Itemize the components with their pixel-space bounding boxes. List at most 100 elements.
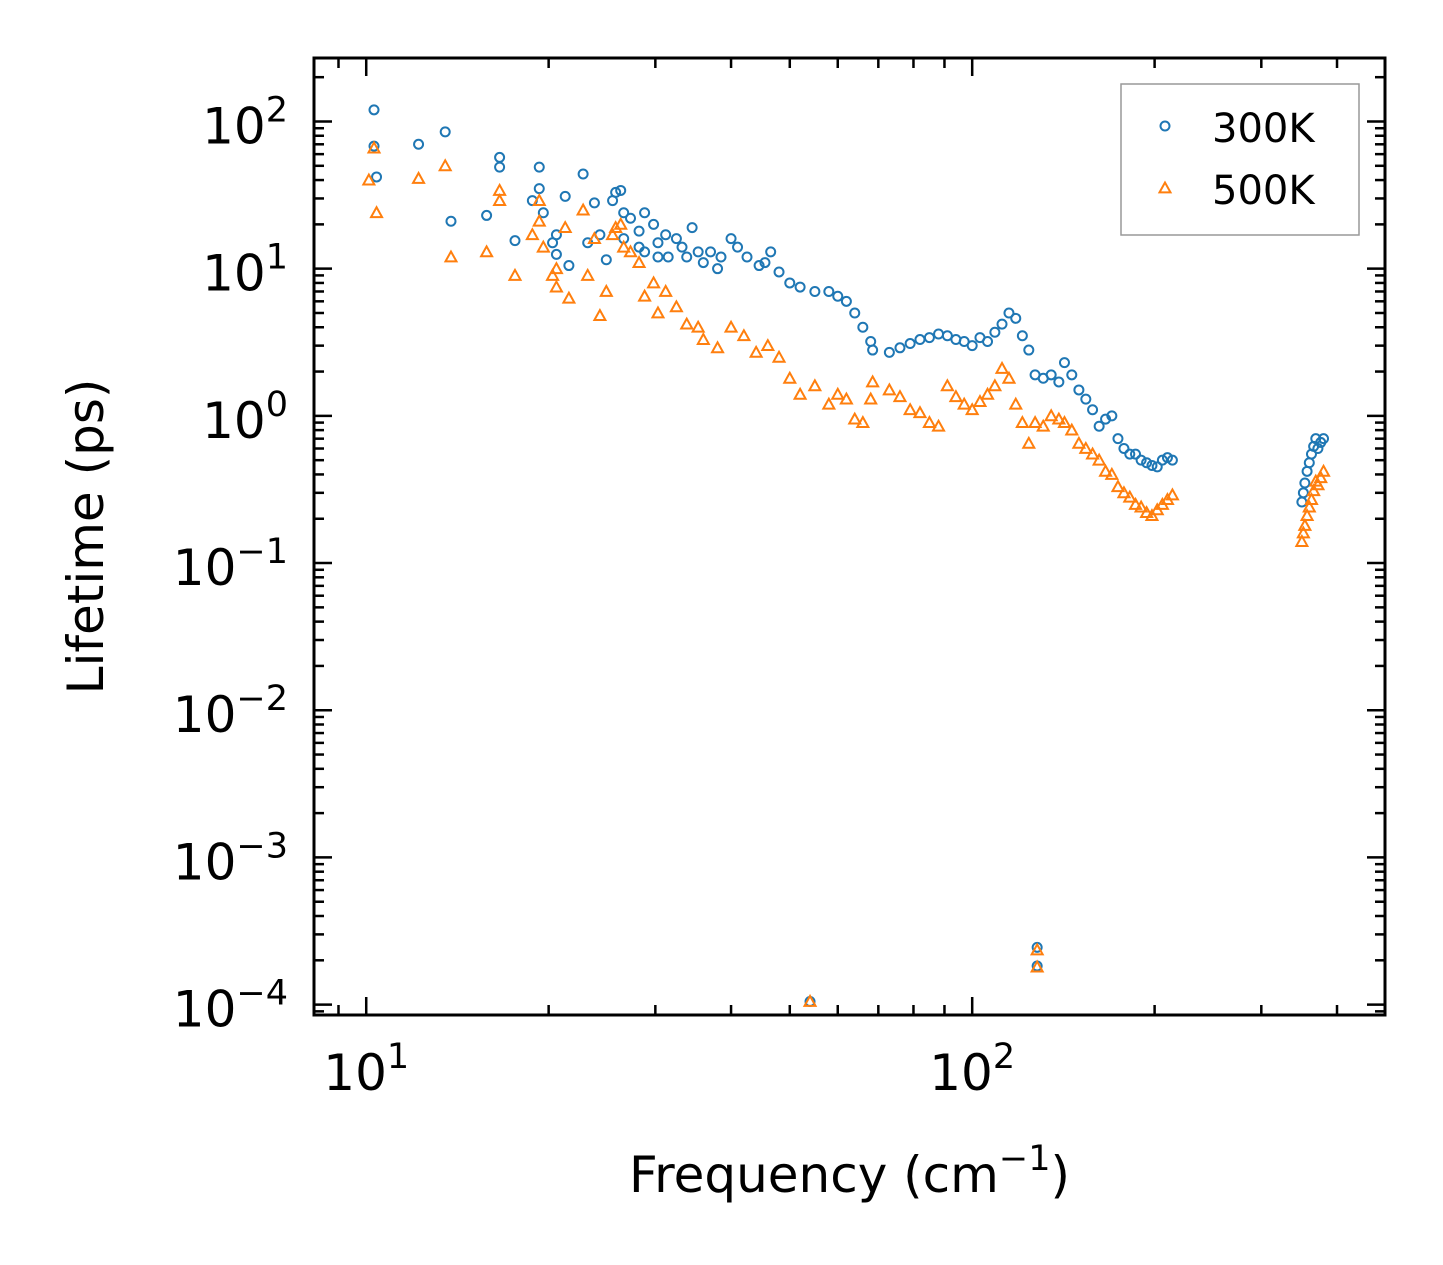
point-500k — [608, 220, 623, 234]
point-300k — [1066, 369, 1078, 381]
point-300k — [996, 318, 1008, 330]
point-300k — [849, 307, 861, 319]
x-tick-label: 101 — [323, 1037, 409, 1102]
point-500k — [1133, 499, 1149, 513]
point-300k — [904, 338, 916, 350]
point-300k — [741, 251, 753, 263]
point-500k — [802, 993, 818, 1007]
point-500k — [1116, 485, 1132, 499]
point-500k — [771, 349, 787, 363]
legend-label-500k: 500K — [1212, 168, 1316, 214]
point-500k — [438, 158, 453, 172]
point-500k — [987, 378, 1003, 392]
point-500k — [646, 275, 661, 289]
point-500k — [1043, 408, 1059, 422]
point-500k — [723, 319, 739, 333]
point-500k — [1296, 525, 1311, 539]
point-500k — [1085, 446, 1100, 460]
point-300k — [1010, 312, 1022, 324]
point-300k — [933, 328, 945, 340]
point-300k — [652, 237, 664, 249]
point-300k — [1016, 330, 1028, 342]
point-500k — [1165, 487, 1180, 501]
point-300k — [773, 266, 785, 278]
point-300k — [692, 246, 704, 258]
point-500k — [1078, 440, 1094, 454]
point-300k — [1318, 433, 1330, 445]
point-300k — [615, 184, 627, 196]
point-300k — [1080, 393, 1092, 405]
point-300k — [445, 215, 457, 227]
point-500k — [931, 418, 946, 432]
point-500k — [631, 255, 647, 268]
point-300k — [550, 248, 562, 260]
point-500k — [525, 227, 540, 241]
legend-marker-500k — [1157, 180, 1173, 194]
point-500k — [1057, 415, 1072, 428]
point-500k — [1128, 496, 1143, 510]
point-500k — [549, 261, 564, 275]
point-300k — [1299, 477, 1311, 489]
point-300k — [676, 241, 688, 253]
legend-marker-300k — [1159, 120, 1171, 132]
point-300k — [652, 251, 664, 263]
point-300k — [840, 295, 852, 307]
point-300k — [1141, 457, 1153, 469]
y-tick-label: 102 — [202, 90, 288, 155]
x-tick-labels: 101 102 — [323, 1037, 1015, 1102]
point-300k — [625, 212, 637, 224]
point-500k — [580, 267, 595, 281]
point-300k — [670, 233, 682, 245]
point-500k — [545, 267, 560, 281]
axis-ticks — [314, 58, 1385, 1015]
point-500k — [696, 331, 711, 345]
point-300k — [648, 218, 660, 230]
point-300k — [494, 161, 506, 173]
point-300k — [550, 229, 562, 241]
point-300k — [784, 277, 796, 289]
point-500k — [679, 316, 694, 330]
point-300k — [894, 342, 906, 354]
point-300k — [559, 190, 571, 202]
point-500k — [882, 382, 897, 396]
point-500k — [592, 308, 608, 321]
point-300k — [662, 251, 674, 263]
point-500k — [855, 415, 871, 428]
point-500k — [1027, 415, 1043, 428]
point-300k — [371, 171, 383, 183]
point-300k — [1135, 454, 1147, 466]
point-500k — [892, 389, 908, 403]
point-500k — [1302, 499, 1317, 513]
point-500k — [411, 170, 426, 184]
point-300k — [494, 151, 506, 163]
point-500k — [690, 319, 706, 333]
series-300k — [368, 104, 1330, 1007]
point-500k — [1104, 466, 1120, 480]
point-500k — [1304, 492, 1319, 505]
point-500k — [605, 227, 620, 241]
point-300k — [1003, 307, 1015, 319]
point-500k — [532, 213, 547, 227]
point-500k — [561, 290, 577, 304]
point-300k — [725, 233, 737, 245]
point-500k — [492, 193, 507, 207]
point-500k — [366, 140, 382, 154]
point-500k — [922, 415, 937, 428]
point-500k — [575, 202, 591, 216]
point-300k — [533, 183, 545, 195]
point-500k — [940, 378, 955, 392]
point-500k — [1051, 411, 1067, 425]
legend-label-300k: 300K — [1212, 106, 1316, 152]
point-500k — [1316, 463, 1331, 477]
point-500k — [1029, 942, 1045, 956]
point-300k — [1130, 448, 1142, 460]
point-500k — [1297, 517, 1313, 531]
point-500k — [599, 283, 614, 297]
point-500k — [710, 340, 725, 354]
y-tick-label: 100 — [202, 385, 288, 450]
point-500k — [1294, 533, 1310, 547]
point-300k — [1087, 404, 1099, 416]
point-500k — [1091, 452, 1107, 466]
point-500k — [863, 391, 878, 405]
point-500k — [1008, 396, 1023, 410]
